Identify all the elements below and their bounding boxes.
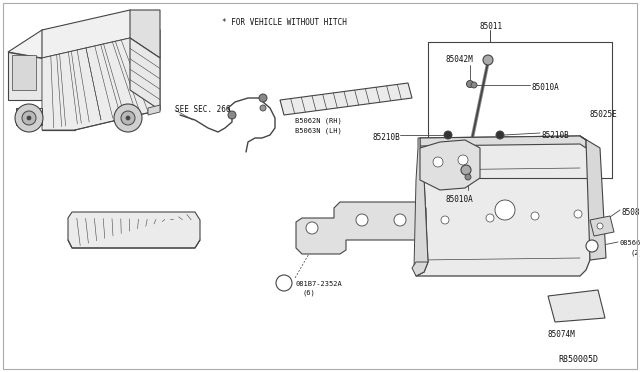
Circle shape	[574, 210, 582, 218]
Polygon shape	[12, 55, 36, 90]
Circle shape	[228, 111, 236, 119]
Polygon shape	[8, 52, 42, 100]
Text: SEE SEC. 266: SEE SEC. 266	[175, 105, 230, 114]
Polygon shape	[148, 105, 160, 115]
Circle shape	[260, 105, 266, 111]
Polygon shape	[420, 136, 586, 148]
Text: 081B7-2352A: 081B7-2352A	[295, 281, 342, 287]
Text: 85010A: 85010A	[532, 83, 560, 92]
Polygon shape	[42, 58, 75, 130]
Polygon shape	[420, 140, 480, 190]
Text: 85011: 85011	[480, 22, 503, 31]
Circle shape	[461, 165, 471, 175]
Text: 85074M: 85074M	[548, 330, 576, 339]
Text: 85210B: 85210B	[372, 133, 400, 142]
Text: 08566-6205A: 08566-6205A	[620, 240, 640, 246]
Polygon shape	[280, 83, 412, 115]
Circle shape	[467, 80, 474, 87]
Polygon shape	[130, 10, 160, 58]
Circle shape	[483, 55, 493, 65]
Circle shape	[126, 116, 130, 120]
Text: 85210B: 85210B	[542, 131, 570, 140]
Circle shape	[356, 214, 368, 226]
Text: 85080F: 85080F	[622, 208, 640, 217]
Text: * FOR VEHICLE WITHOUT HITCH: * FOR VEHICLE WITHOUT HITCH	[222, 18, 347, 27]
Polygon shape	[68, 212, 200, 248]
Polygon shape	[42, 38, 160, 130]
Circle shape	[531, 212, 539, 220]
Circle shape	[486, 214, 494, 222]
Circle shape	[114, 104, 142, 132]
Circle shape	[22, 111, 36, 125]
Polygon shape	[548, 290, 605, 322]
Polygon shape	[412, 262, 428, 276]
Circle shape	[458, 155, 468, 165]
Polygon shape	[8, 30, 75, 58]
Text: (2): (2)	[630, 250, 640, 257]
Circle shape	[27, 116, 31, 120]
Circle shape	[465, 174, 471, 180]
Text: 85025E: 85025E	[590, 110, 618, 119]
Circle shape	[15, 104, 43, 132]
Circle shape	[471, 82, 477, 88]
Circle shape	[586, 240, 598, 252]
Circle shape	[306, 222, 318, 234]
Circle shape	[433, 157, 443, 167]
Circle shape	[495, 200, 515, 220]
Polygon shape	[42, 30, 75, 58]
Circle shape	[121, 111, 135, 125]
Text: S: S	[588, 244, 592, 248]
Polygon shape	[16, 108, 42, 125]
Circle shape	[444, 131, 452, 139]
Circle shape	[276, 275, 292, 291]
Circle shape	[441, 216, 449, 224]
Text: B5063N (LH): B5063N (LH)	[295, 128, 342, 135]
Polygon shape	[414, 138, 428, 276]
Circle shape	[394, 214, 406, 226]
Polygon shape	[580, 136, 606, 260]
Text: R850005D: R850005D	[558, 355, 598, 364]
Circle shape	[259, 94, 267, 102]
Text: 85010A: 85010A	[445, 195, 473, 204]
Text: (6): (6)	[302, 290, 315, 296]
Text: B: B	[280, 280, 284, 286]
Circle shape	[597, 223, 603, 229]
Polygon shape	[296, 202, 426, 254]
Polygon shape	[416, 136, 590, 276]
Text: B5062N (RH): B5062N (RH)	[295, 118, 342, 125]
Polygon shape	[130, 38, 160, 110]
Polygon shape	[42, 33, 70, 55]
Text: 85042M: 85042M	[445, 55, 473, 64]
Circle shape	[496, 131, 504, 139]
Polygon shape	[42, 10, 160, 58]
Polygon shape	[590, 216, 614, 236]
